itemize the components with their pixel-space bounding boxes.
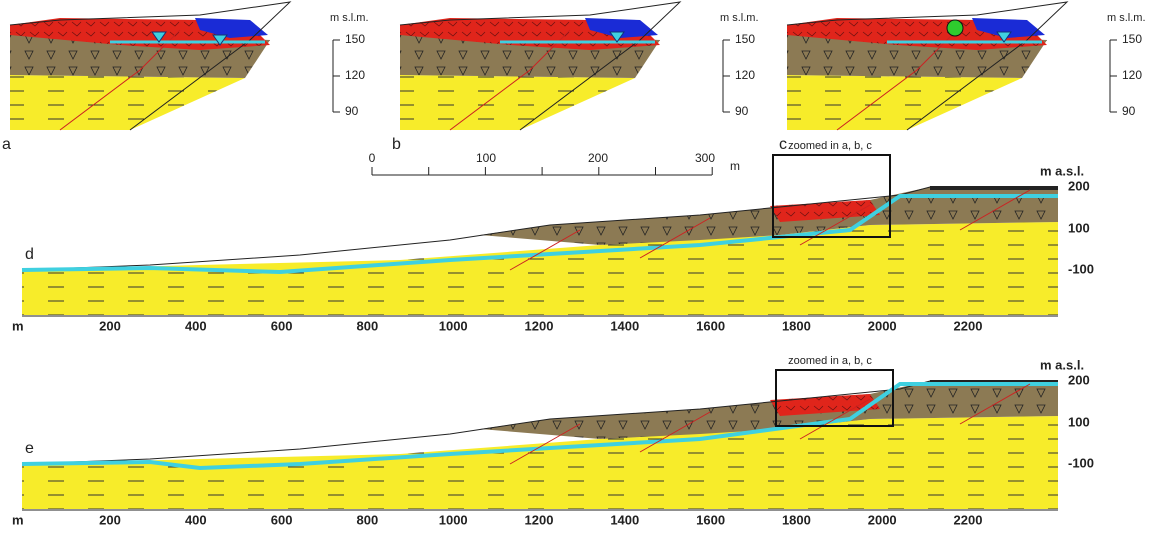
surface: [9, 1, 292, 131]
x-tick-label: 400: [185, 318, 207, 333]
zoom-box: [775, 369, 894, 427]
scale-label: 120: [345, 68, 365, 82]
x-tick-label: 1000: [439, 512, 468, 527]
scale-bar-label: 100: [476, 151, 496, 165]
root: a m s.l.m. 150 120 90 b m s.l.m. 150 120 90 c m s.l…: [2, 1, 1146, 528]
scale-bar-label: 0: [369, 151, 376, 165]
blue-layer: [972, 18, 1045, 38]
sand-layer: [22, 416, 1058, 509]
zoom-box: [772, 154, 891, 238]
x-tick-label: 600: [271, 512, 293, 527]
y-tick-label: 200: [1068, 372, 1090, 387]
fault: [959, 383, 1031, 425]
scale-bar-label: 300: [695, 151, 715, 165]
sand-layer: [10, 75, 245, 130]
surface: [21, 186, 1058, 271]
y-tick-label: -100: [1068, 455, 1094, 470]
water-marker: [212, 34, 228, 46]
panel: b m s.l.m. 150 120 90: [392, 1, 759, 153]
fault: [959, 189, 1031, 231]
x-tick-label: 1800: [782, 318, 811, 333]
x-tick-label: 2200: [954, 512, 983, 527]
x-tick-label: 1200: [525, 318, 554, 333]
x-tick-label: 200: [99, 512, 121, 527]
scale-label: 90: [345, 104, 359, 118]
zoom-label: zoomed in a, b, c: [788, 140, 872, 152]
top-band: [930, 186, 1058, 190]
scale-label: 120: [1122, 68, 1142, 82]
x-tick-label: 2200: [954, 318, 983, 333]
x-tick-label: 2000: [868, 512, 897, 527]
y-tick-label: -100: [1068, 261, 1094, 276]
fault: [509, 423, 581, 465]
x-tick-label: 800: [357, 318, 379, 333]
scale-label: 150: [735, 32, 755, 46]
panel-label: a: [2, 136, 11, 153]
x-tick-label: 1600: [696, 318, 725, 333]
y-axis-title: m a.s.l.: [1040, 357, 1084, 372]
zoom-label: zoomed in a, b, c: [788, 355, 872, 367]
water-marker: [609, 31, 625, 43]
fault: [509, 229, 581, 271]
section-label: d: [25, 246, 34, 263]
blue-layer: [585, 18, 658, 38]
x-tick-label: 400: [185, 512, 207, 527]
x-tick-label: 1000: [439, 318, 468, 333]
x-tick-label: 1400: [610, 512, 639, 527]
y-tick-label: 200: [1068, 178, 1090, 193]
section-label: e: [25, 440, 34, 457]
panel: c m s.l.m. 150 120 90: [779, 1, 1146, 153]
x-tick-label: 200: [99, 318, 121, 333]
breccia-layer: [480, 381, 1058, 439]
scale-bar-unit: m: [730, 159, 740, 173]
panel: a m s.l.m. 150 120 90: [2, 1, 369, 153]
fault: [799, 398, 871, 440]
surface: [399, 1, 682, 131]
marker-circle: [946, 19, 964, 37]
x-tick-label: 800: [357, 512, 379, 527]
water-marker: [151, 31, 167, 43]
x-axis-title: m: [12, 318, 24, 333]
scale-label: 90: [735, 104, 749, 118]
fault: [799, 204, 871, 246]
axis-title: m s.l.m.: [1107, 12, 1146, 24]
x-axis-title: m: [12, 512, 24, 527]
y-tick-label: 100: [1068, 414, 1090, 429]
x-tick-label: 1600: [696, 512, 725, 527]
scale-label: 150: [1122, 32, 1142, 46]
x-tick-label: 1800: [782, 512, 811, 527]
fault: [639, 411, 711, 453]
scale-label: 150: [345, 32, 365, 46]
sand-layer: [22, 222, 1058, 315]
x-tick-label: 2000: [868, 318, 897, 333]
water-table: [21, 382, 1058, 471]
scale-bar-label: 200: [588, 151, 608, 165]
panel-label: b: [392, 136, 401, 153]
water-marker: [996, 31, 1012, 43]
water-table: [21, 194, 1058, 275]
blue-layer: [195, 18, 268, 38]
sand-layer: [400, 75, 635, 130]
x-tick-label: 600: [271, 318, 293, 333]
breccia-layer: [480, 187, 1058, 245]
axis-title: m s.l.m.: [720, 12, 759, 24]
panel-label: c: [779, 136, 787, 153]
x-tick-label: 1400: [610, 318, 639, 333]
sand-layer: [787, 75, 1022, 130]
fault: [639, 217, 711, 259]
axis-title: m s.l.m.: [330, 12, 369, 24]
surface: [786, 1, 1069, 131]
x-tick-label: 1200: [525, 512, 554, 527]
y-axis-title: m a.s.l.: [1040, 163, 1084, 178]
scale-label: 90: [1122, 104, 1136, 118]
scale-label: 120: [735, 68, 755, 82]
y-tick-label: 100: [1068, 220, 1090, 235]
